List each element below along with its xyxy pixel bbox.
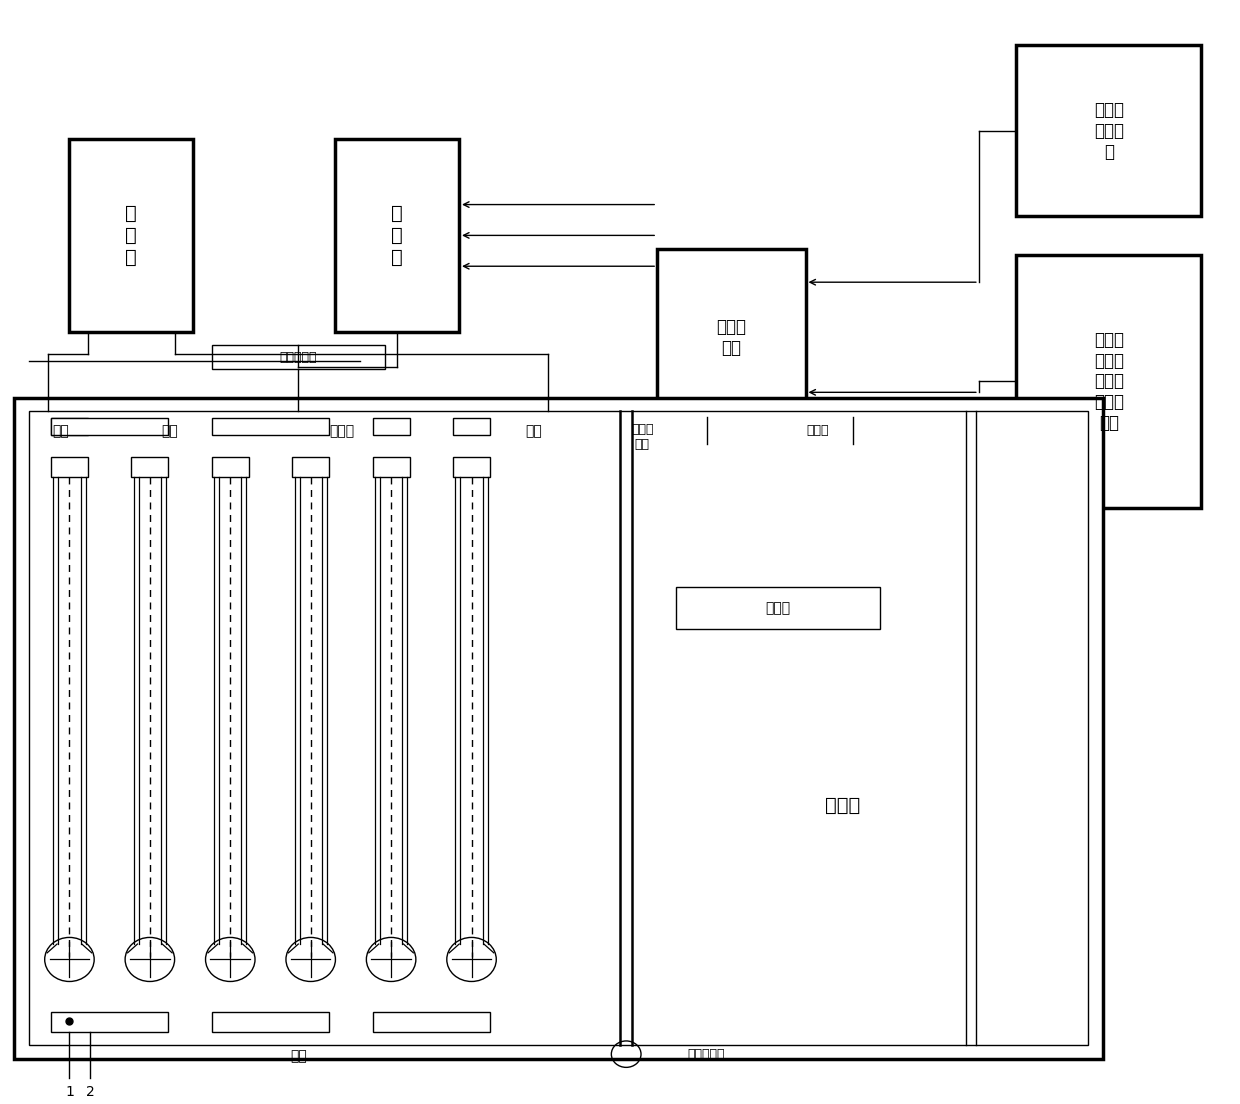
Bar xyxy=(212,457,249,477)
Text: 含铜废
液收集
桶: 含铜废 液收集 桶 xyxy=(1094,100,1123,160)
Bar xyxy=(51,457,88,477)
Bar xyxy=(51,417,169,435)
Text: 循
环
泵: 循 环 泵 xyxy=(392,204,403,267)
Bar xyxy=(1016,45,1202,216)
Text: 铜排: 铜排 xyxy=(290,1050,306,1063)
Text: 进液循
环管: 进液循 环管 xyxy=(631,424,653,452)
Bar xyxy=(14,397,1102,1059)
Text: 铜排: 铜排 xyxy=(161,424,179,438)
Text: 进液循环管: 进液循环管 xyxy=(279,351,317,363)
Text: 废气排放口: 废气排放口 xyxy=(688,1048,725,1061)
Bar xyxy=(293,457,330,477)
Bar xyxy=(676,587,880,629)
Text: 破氧调
整桶: 破氧调 整桶 xyxy=(717,318,746,357)
Text: 备用口: 备用口 xyxy=(329,424,355,438)
Bar xyxy=(372,417,409,435)
Bar xyxy=(1016,255,1202,508)
Text: 阴极: 阴极 xyxy=(52,424,69,438)
Bar xyxy=(212,417,330,435)
Bar xyxy=(51,1012,169,1032)
Bar xyxy=(131,457,169,477)
Text: 备用口: 备用口 xyxy=(807,424,830,437)
Bar xyxy=(336,139,459,332)
Text: 氨水洗
废液及
后段清
洗水收
集桶: 氨水洗 废液及 后段清 洗水收 集桶 xyxy=(1094,331,1123,432)
Bar xyxy=(453,417,490,435)
Text: 1: 1 xyxy=(64,1084,74,1098)
Text: 溢流口: 溢流口 xyxy=(765,602,790,615)
Bar xyxy=(69,139,193,332)
Bar xyxy=(212,344,384,369)
Bar xyxy=(212,1012,330,1032)
Text: 2: 2 xyxy=(86,1084,94,1098)
Bar xyxy=(29,411,1087,1045)
Text: 整
流
器: 整 流 器 xyxy=(125,204,138,267)
Bar xyxy=(51,417,88,435)
Bar xyxy=(657,250,806,425)
Bar xyxy=(372,1012,490,1032)
Bar xyxy=(453,457,490,477)
Text: 废液缸: 废液缸 xyxy=(825,796,861,815)
Text: 阳极: 阳极 xyxy=(525,424,542,438)
Bar xyxy=(372,457,409,477)
